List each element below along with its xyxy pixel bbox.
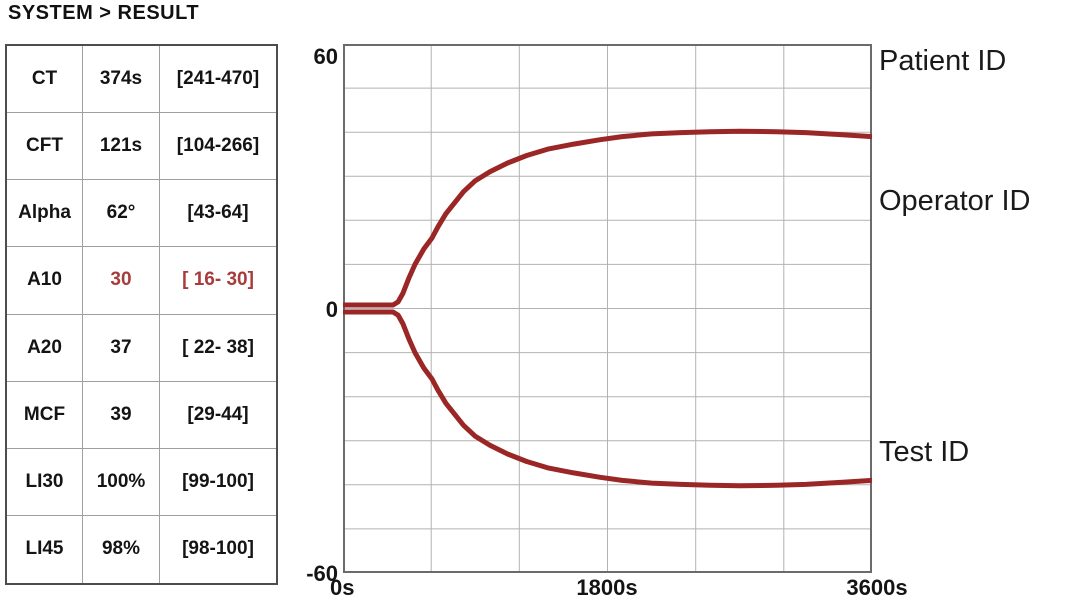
x-axis-tick-0s: 0s [330,575,355,600]
result-val-cell: 39 [83,381,160,448]
y-axis-tick-neg60: -60 [306,561,338,586]
result-param-cell: Alpha [7,180,83,247]
result-row-cft: CFT 121s [104-266] [7,113,276,181]
result-row-li45: LI45 98% [98-100] [7,515,276,583]
y-axis-tick-0: 0 [325,297,338,322]
result-range-cell: [99-100] [182,470,254,492]
amplitude-curve-upper [343,128,872,308]
result-range-cell: [43-64] [187,202,249,224]
test-id-label: Test ID [879,436,970,468]
result-row-ct: CT 374s [241-470] [7,46,276,114]
operator-id-label: Operator ID [879,185,1031,217]
result-val-cell: 98% [83,515,160,583]
patient-id-label: Patient ID [879,45,1007,77]
y-axis-tick-60: 60 [313,44,338,69]
x-axis-tick-3600s: 3600s [846,575,908,600]
result-row-li30: LI30 100% [99-100] [7,448,276,516]
result-param-cell: LI45 [7,515,83,583]
result-row-alpha: Alpha 62° [43-64] [7,180,276,248]
result-range-cell: [241-470] [176,68,260,90]
result-val-cell: 37 [83,314,160,381]
result-range-cell: [98-100] [182,538,254,560]
result-val-cell: 62° [83,180,160,247]
result-range-cell: [104-266] [176,135,260,157]
result-param-cell: MCF [7,381,83,448]
result-range-cell: [29-44] [187,403,249,425]
result-range-cell: [ 16- 30] [182,269,254,291]
result-param-cell: CFT [7,113,83,180]
breadcrumb-title: SYSTEM > RESULT [8,2,200,24]
result-val-cell: 121s [83,113,160,180]
result-param-cell: A10 [7,247,83,314]
result-val-cell: 100% [83,448,160,515]
gridlines [343,44,872,573]
result-row-a20: A20 37 [ 22- 38] [7,314,276,382]
amplitude-curve-lower [343,309,872,489]
x-axis-tick-1800s: 1800s [576,575,638,600]
result-param-cell: CT [7,46,83,113]
result-param-cell: A20 [7,314,83,381]
result-row-a10: A10 30 [ 16- 30] [7,247,276,315]
result-param-cell: LI30 [7,448,83,515]
result-row-mcf: MCF 39 [29-44] [7,381,276,449]
result-val-cell: 374s [83,46,160,113]
result-plot [343,44,872,573]
result-range-cell: [ 22- 38] [182,336,254,358]
results-table: CT 374s [241-470] CFT 121s [104-266] Alpha 62° [… [5,44,278,585]
plot-border [343,44,872,573]
result-val-cell: 30 [83,247,160,314]
